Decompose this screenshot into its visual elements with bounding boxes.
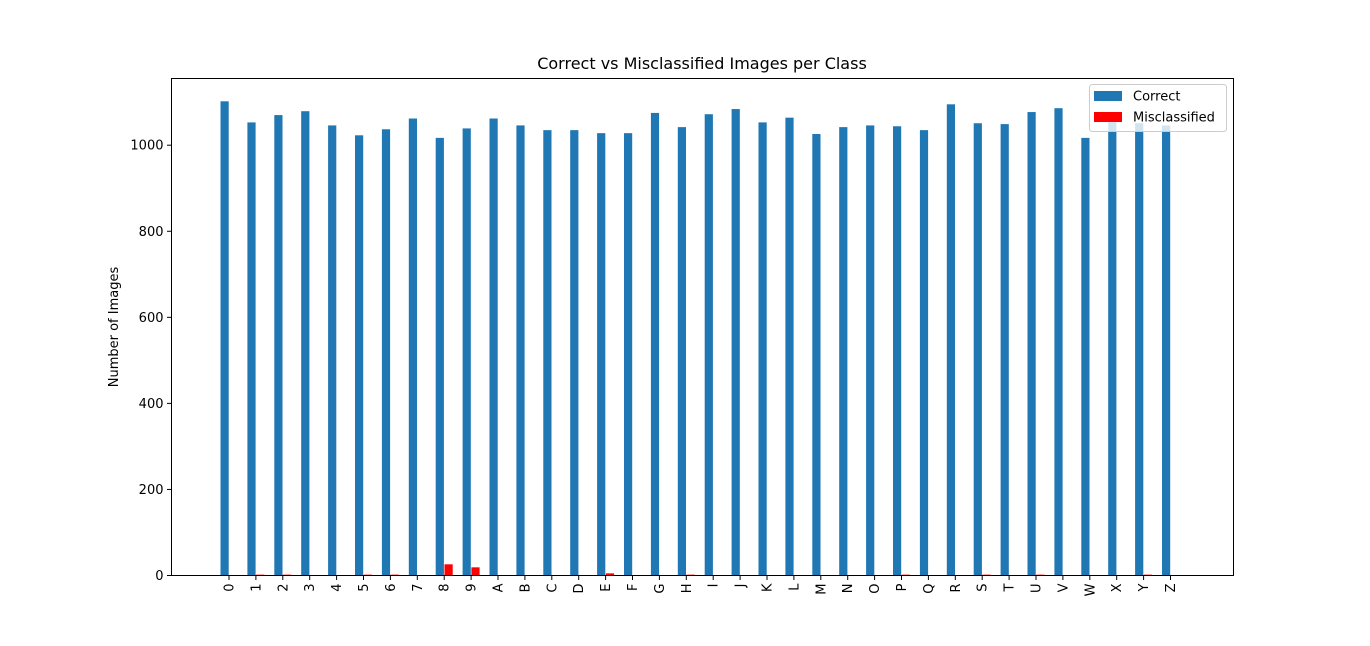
- bar-misclassified-8: [444, 564, 453, 576]
- x-tick-label-P: P: [895, 583, 910, 591]
- x-tick-label-V: V: [1056, 583, 1071, 592]
- bar-correct-5: [355, 135, 364, 576]
- x-tick-label-O: O: [868, 584, 883, 594]
- bar-correct-X: [1108, 121, 1117, 576]
- bars-group: [220, 101, 1171, 576]
- x-tick-label-A: A: [492, 583, 507, 592]
- bar-misclassified-E: [605, 573, 615, 576]
- bar-correct-3: [301, 111, 310, 576]
- y-tick-label: 600: [139, 311, 164, 326]
- bar-correct-P: [893, 126, 902, 576]
- x-tick-label-T: T: [1003, 583, 1018, 592]
- x-tick-label-7: 7: [411, 584, 426, 592]
- bar-correct-8: [435, 137, 444, 576]
- legend-label-correct: Correct: [1133, 90, 1180, 105]
- y-tick-label: 0: [155, 569, 163, 584]
- bar-correct-7: [408, 118, 417, 576]
- x-axis-ticks: 0 1 2 3 4 5 6 7 8 9 A B C D E F G H I J K L M N O P Q R S T U V W X Y Z: [223, 575, 1179, 596]
- y-axis-ticks: 0 200 400 600 800 1000: [130, 139, 172, 584]
- x-tick-label-Y: Y: [1137, 583, 1152, 592]
- bar-correct-T: [1000, 124, 1009, 576]
- x-tick-label-F: F: [626, 584, 641, 591]
- bar-correct-V: [1054, 108, 1063, 576]
- x-tick-label-0: 0: [223, 584, 238, 592]
- x-tick-label-4: 4: [330, 584, 345, 592]
- bar-correct-Z: [1162, 125, 1171, 576]
- x-tick-label-2: 2: [276, 584, 291, 592]
- bar-correct-4: [328, 125, 337, 576]
- bar-correct-J: [731, 109, 740, 576]
- legend-label-misclassified: Misclassified: [1133, 111, 1215, 126]
- x-tick-label-E: E: [599, 584, 614, 592]
- x-tick-label-L: L: [787, 583, 802, 591]
- bar-correct-B: [516, 125, 525, 576]
- bar-correct-1: [247, 122, 256, 576]
- bar-correct-Q: [919, 130, 929, 576]
- bar-correct-G: [650, 112, 660, 576]
- legend-swatch-misclassified: [1094, 112, 1122, 122]
- y-axis-label: Number of Images: [107, 267, 122, 388]
- legend-box: [1089, 84, 1227, 132]
- bar-correct-O: [866, 125, 875, 576]
- x-tick-label-9: 9: [465, 584, 480, 592]
- x-tick-label-B: B: [518, 584, 533, 593]
- y-tick-label: 1000: [130, 139, 163, 154]
- bar-correct-C: [543, 130, 552, 576]
- x-tick-label-R: R: [949, 584, 964, 593]
- plot-frame: [171, 78, 1234, 576]
- bar-correct-W: [1081, 137, 1090, 576]
- bar-correct-F: [624, 133, 633, 576]
- x-tick-label-J: J: [734, 584, 749, 589]
- legend: Correct Misclassified: [1089, 84, 1227, 132]
- x-tick-label-I: I: [707, 584, 722, 588]
- x-tick-label-8: 8: [438, 584, 453, 592]
- x-tick-label-1: 1: [249, 584, 264, 592]
- bar-correct-6: [381, 129, 391, 576]
- x-tick-label-U: U: [1030, 584, 1045, 594]
- y-tick-label: 200: [139, 483, 164, 498]
- bar-correct-N: [839, 127, 848, 576]
- x-tick-label-K: K: [761, 583, 776, 592]
- legend-swatch-correct: [1094, 91, 1122, 101]
- bar-correct-R: [946, 104, 955, 576]
- x-tick-label-S: S: [976, 584, 991, 592]
- x-tick-label-C: C: [545, 584, 560, 593]
- bar-correct-U: [1027, 112, 1036, 576]
- x-tick-label-W: W: [1083, 583, 1098, 596]
- bar-misclassified-9: [471, 567, 480, 576]
- bar-correct-M: [812, 134, 821, 576]
- x-tick-label-M: M: [814, 584, 829, 595]
- bar-correct-E: [597, 133, 606, 576]
- bar-correct-2: [274, 115, 283, 576]
- x-tick-label-N: N: [841, 584, 856, 594]
- bar-correct-I: [704, 114, 713, 576]
- x-tick-label-Z: Z: [1164, 583, 1179, 592]
- x-tick-label-D: D: [572, 584, 587, 594]
- bar-correct-0: [220, 101, 229, 576]
- x-tick-label-5: 5: [357, 584, 372, 592]
- chart-title: Correct vs Misclassified Images per Clas…: [537, 54, 867, 73]
- bar-correct-H: [677, 127, 686, 576]
- x-tick-label-H: H: [680, 584, 695, 594]
- bar-correct-Y: [1135, 123, 1144, 576]
- y-tick-label: 400: [139, 397, 164, 412]
- bar-correct-9: [462, 128, 471, 576]
- x-tick-label-G: G: [653, 584, 668, 594]
- bar-correct-S: [973, 123, 982, 576]
- bar-correct-K: [758, 122, 767, 576]
- x-tick-label-6: 6: [384, 584, 399, 592]
- x-tick-label-3: 3: [303, 584, 318, 592]
- bar-correct-A: [489, 118, 498, 576]
- x-tick-label-Q: Q: [922, 584, 937, 594]
- y-tick-label: 800: [139, 225, 164, 240]
- bar-correct-D: [570, 130, 579, 576]
- bar-correct-L: [785, 117, 794, 576]
- x-tick-label-X: X: [1110, 583, 1125, 592]
